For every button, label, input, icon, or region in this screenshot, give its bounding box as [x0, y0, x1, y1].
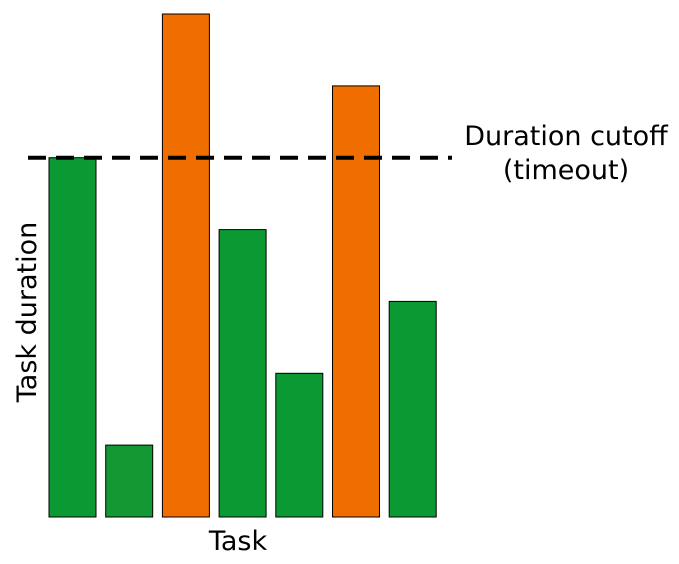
- bar-7: [388, 300, 437, 518]
- bar-6: [332, 85, 380, 518]
- cutoff-label-line2: (timeout): [503, 155, 629, 186]
- cutoff-label-line1: Duration cutoff: [464, 121, 669, 152]
- bar-3: [161, 13, 210, 518]
- bars-group: [48, 13, 437, 518]
- y-axis-label: Task duration: [12, 222, 43, 403]
- x-axis-label: Task: [208, 526, 268, 557]
- bar-5: [275, 372, 324, 518]
- bar-2: [105, 444, 154, 518]
- bar-1: [48, 157, 97, 518]
- bar-4: [218, 229, 267, 518]
